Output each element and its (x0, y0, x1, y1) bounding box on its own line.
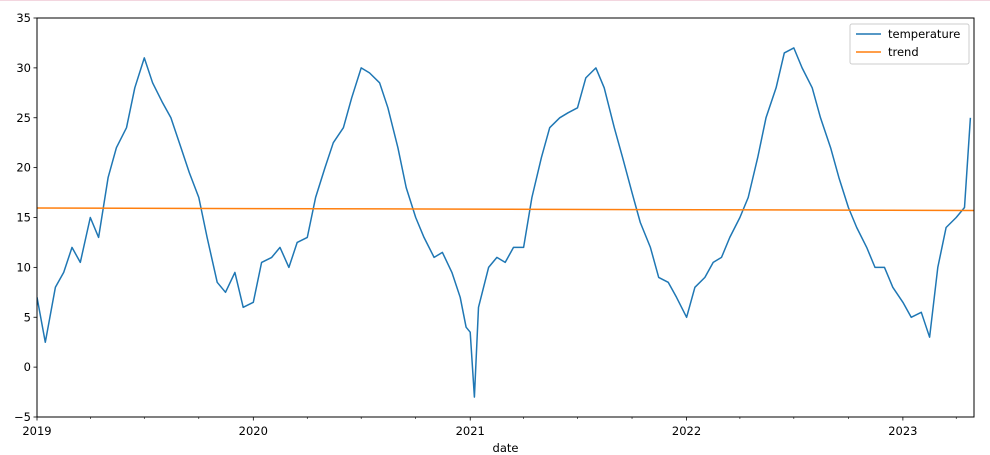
y-tick-label: 35 (16, 11, 31, 25)
y-tick-label: −5 (14, 410, 31, 424)
series-layer (37, 47, 974, 398)
y-tick-label: 25 (16, 111, 31, 125)
y-tick-label: 15 (16, 211, 31, 225)
plot-background (37, 18, 974, 417)
legend-label-temperature: temperature (888, 27, 960, 41)
x-tick-label: 2019 (22, 424, 51, 438)
y-tick-label: 5 (24, 310, 31, 324)
x-tick-label: 2023 (888, 424, 917, 438)
window-top-border (0, 0, 990, 1)
series-line-trend (37, 207, 974, 212)
y-tick-label: 0 (24, 360, 31, 374)
y-tick-label: 10 (16, 260, 31, 274)
y-tick-label: 20 (16, 161, 31, 175)
axes-layer: −5 0 5 10 15 20 25 30 35 2019 2020 2021 2022 2023 (14, 11, 975, 438)
y-tick-label: 30 (16, 61, 31, 75)
series-line-temperature (37, 47, 972, 398)
x-tick-label: 2021 (456, 424, 485, 438)
x-tick-label: 2020 (239, 424, 268, 438)
x-tick-label: 2022 (672, 424, 701, 438)
legend-label-trend: trend (888, 45, 919, 59)
legend: temperature trend (849, 23, 970, 65)
x-axis-label: date (493, 441, 519, 455)
